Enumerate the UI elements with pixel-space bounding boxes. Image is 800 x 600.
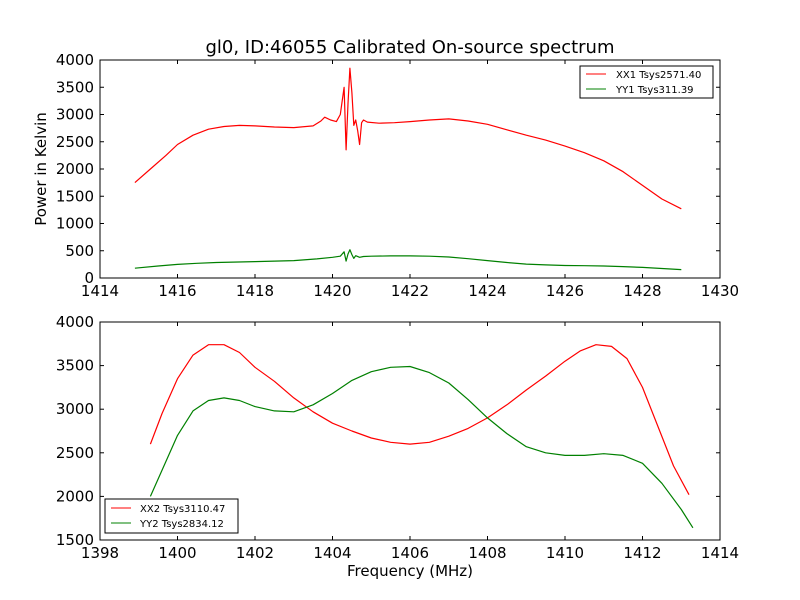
bottom-x-tick-label: 1406 (391, 544, 429, 562)
bottom-y-tick-label: 2500 (56, 444, 94, 462)
bottom-legend: XX2 Tsys3110.47 YY2 Tsys2834.12 (104, 498, 239, 534)
top-x-tick-label: 1426 (546, 282, 584, 300)
bottom-x-tick-label: 1410 (546, 544, 584, 562)
top-series-yy-line (134, 249, 682, 271)
bottom-series-yy-line (149, 365, 694, 529)
top-y-tick-label: 3500 (56, 78, 94, 96)
bottom-series-group (149, 344, 694, 529)
bottom-legend-box (104, 498, 239, 534)
top-x-tick-label: 1414 (81, 282, 119, 300)
bottom-y-tick-label: 3500 (56, 357, 94, 375)
bottom-x-tick-label: 1398 (81, 544, 119, 562)
top-legend: XX1 Tsys2571.40 YY1 Tsys311.39 (579, 65, 714, 99)
top-x-ticks: 1414 1416 1418 1420 1422 1424 1426 1428 1430 (81, 60, 739, 300)
bottom-x-axis-label: Frequency (MHz) (347, 562, 473, 580)
top-y-tick-label: 1500 (56, 187, 94, 205)
top-y-tick-label: 2000 (56, 160, 94, 178)
top-x-tick-label: 1424 (468, 282, 506, 300)
top-y-tick-label: 2500 (56, 133, 94, 151)
top-plot: Power in Kelvin 1414 1416 1418 1420 1422 1424… (32, 51, 739, 300)
top-y-tick-label: 3000 (56, 106, 94, 124)
bottom-plot: 1398 1400 1402 1404 1406 1408 1410 1412 1414 150… (56, 313, 739, 580)
top-x-tick-label: 1428 (623, 282, 661, 300)
top-x-tick-label: 1418 (236, 282, 274, 300)
bottom-y-ticks: 1500 2000 2500 3000 3500 4000 (56, 313, 720, 549)
top-legend-box (579, 65, 714, 99)
top-series-group (134, 67, 682, 271)
top-y-axis-label: Power in Kelvin (32, 112, 50, 226)
bottom-x-tick-label: 1400 (158, 544, 196, 562)
bottom-legend-label-xx2: XX2 Tsys3110.47 (140, 504, 225, 515)
bottom-x-tick-label: 1412 (623, 544, 661, 562)
bottom-y-tick-label: 2000 (56, 487, 94, 505)
top-legend-label-xx1: XX1 Tsys2571.40 (616, 70, 701, 81)
bottom-x-tick-label: 1408 (468, 544, 506, 562)
top-legend-label-yy1: YY1 Tsys311.39 (615, 85, 694, 96)
top-y-tick-label: 1000 (56, 215, 94, 233)
top-y-tick-label: 4000 (56, 51, 94, 69)
bottom-x-tick-label: 1414 (701, 544, 739, 562)
bottom-legend-label-yy2: YY2 Tsys2834.12 (139, 519, 224, 530)
bottom-series-xx-line (149, 344, 690, 495)
bottom-x-ticks: 1398 1400 1402 1404 1406 1408 1410 1412 1414 (81, 322, 739, 562)
bottom-x-tick-label: 1404 (313, 544, 351, 562)
top-y-tick-label: 500 (65, 242, 94, 260)
top-y-tick-label: 0 (84, 269, 94, 287)
top-x-tick-label: 1430 (701, 282, 739, 300)
bottom-y-tick-label: 1500 (56, 531, 94, 549)
top-x-tick-label: 1420 (313, 282, 351, 300)
top-series-xx-line (134, 67, 682, 210)
figure-title: gl0, ID:46055 Calibrated On-source spect… (205, 37, 614, 58)
bottom-x-tick-label: 1402 (236, 544, 274, 562)
bottom-y-tick-label: 4000 (56, 313, 94, 331)
top-x-tick-label: 1422 (391, 282, 429, 300)
top-y-ticks: 0 500 1000 1500 2000 2500 3000 3500 4000 (56, 51, 720, 287)
top-x-tick-label: 1416 (158, 282, 196, 300)
bottom-y-tick-label: 3000 (56, 400, 94, 418)
